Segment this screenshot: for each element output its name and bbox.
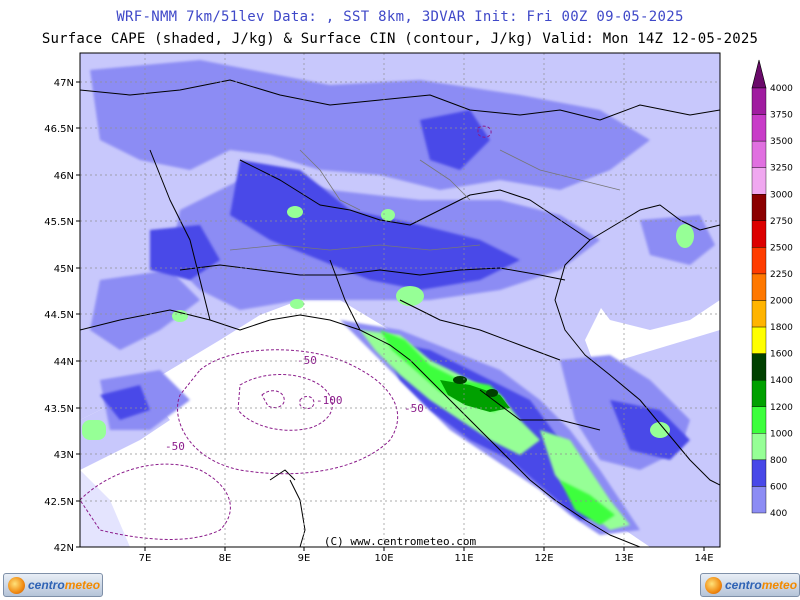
lon-label: 11E xyxy=(454,553,473,564)
colorbar-swatch xyxy=(751,194,767,222)
chart-title-line2: Surface CAPE (shaded, J/kg) & Surface CI… xyxy=(41,31,759,47)
lat-label: 42N xyxy=(54,543,74,554)
longitude-labels: 7E 8E 9E 10E 11E 12E 13E 14E xyxy=(139,553,714,564)
cin-label: -100 xyxy=(316,394,343,407)
lat-label: 45N xyxy=(54,264,74,275)
colorbar-label: 3000 xyxy=(770,190,793,200)
lat-label: 43N xyxy=(54,450,74,461)
lon-label: 12E xyxy=(534,553,553,564)
colorbar-label: 4000 xyxy=(770,84,793,94)
latitude-labels: 47N 46.5N 46N 45.5N 45N 44.5N 44N 43.5N … xyxy=(44,78,74,554)
cin-contours xyxy=(80,125,492,540)
colorbar-label: 1200 xyxy=(770,403,793,413)
copyright-text: (C) www.centrometeo.com xyxy=(324,535,477,548)
colorbar-swatch xyxy=(751,220,767,248)
colorbar-label: 600 xyxy=(770,482,787,492)
colorbar-swatch xyxy=(751,326,767,354)
colorbar-label: 1400 xyxy=(770,376,793,386)
lat-label: 44N xyxy=(54,357,74,368)
colorbar-label: 3750 xyxy=(770,111,793,121)
colorbar: 4000 3750 3500 3250 3000 2750 2500 2250 2000 1800… xyxy=(751,59,793,519)
lat-label: 47N xyxy=(54,78,74,89)
lat-label: 44.5N xyxy=(44,310,74,321)
centrometeo-logo-right[interactable]: centrometeo xyxy=(700,573,800,597)
lon-label: 10E xyxy=(374,553,393,564)
colorbar-swatch xyxy=(751,87,767,115)
lon-label: 9E xyxy=(298,553,311,564)
colorbar-label: 400 xyxy=(770,509,787,519)
cin-label: -50 xyxy=(165,440,185,453)
lat-label: 45.5N xyxy=(44,217,74,228)
colorbar-swatch xyxy=(751,379,767,407)
colorbar-label: 2500 xyxy=(770,243,793,253)
colorbar-swatch xyxy=(751,406,767,434)
colorbar-swatch xyxy=(751,300,767,328)
colorbar-label: 3500 xyxy=(770,137,793,147)
axis-ticks xyxy=(76,81,705,551)
logo-text: centrometeo xyxy=(725,578,798,592)
colorbar-label: 2000 xyxy=(770,297,793,307)
cin-label: -50 xyxy=(297,354,317,367)
colorbar-swatch xyxy=(751,140,767,168)
globe-icon xyxy=(705,577,722,594)
colorbar-label: 800 xyxy=(770,456,787,466)
chart-title-line1: WRF-NMM 7km/51lev Data: , SST 8km, 3DVAR… xyxy=(116,9,684,25)
lat-label: 46.5N xyxy=(44,124,74,135)
lat-label: 43.5N xyxy=(44,404,74,415)
colorbar-swatch xyxy=(751,167,767,195)
lat-label: 46N xyxy=(54,171,74,182)
lon-label: 13E xyxy=(614,553,633,564)
colorbar-swatch xyxy=(751,433,767,461)
centrometeo-logo-left[interactable]: centrometeo xyxy=(3,573,103,597)
colorbar-label: 1600 xyxy=(770,350,793,360)
colorbar-swatch xyxy=(751,247,767,275)
plot-frame xyxy=(79,52,721,548)
globe-icon xyxy=(8,577,25,594)
colorbar-label: 1000 xyxy=(770,429,793,439)
colorbar-label: 3250 xyxy=(770,164,793,174)
colorbar-swatch xyxy=(751,273,767,301)
graticule xyxy=(80,53,720,547)
lon-label: 8E xyxy=(219,553,232,564)
lat-label: 42.5N xyxy=(44,497,74,508)
colorbar-label: 2750 xyxy=(770,217,793,227)
coastlines-borders xyxy=(80,79,720,547)
colorbar-swatch xyxy=(751,114,767,142)
colorbar-label: 2250 xyxy=(770,270,793,280)
colorbar-swatch xyxy=(751,353,767,381)
colorbar-swatch xyxy=(751,486,767,514)
lon-label: 7E xyxy=(139,553,152,564)
logo-text: centrometeo xyxy=(28,578,101,592)
lon-label: 14E xyxy=(694,553,713,564)
cin-label: -50 xyxy=(404,402,424,415)
colorbar-arrow xyxy=(751,59,767,89)
colorbar-label: 1800 xyxy=(770,323,793,333)
colorbar-swatch xyxy=(751,459,767,487)
